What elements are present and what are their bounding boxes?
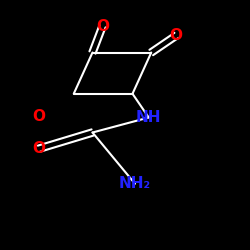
Text: O: O: [32, 109, 45, 124]
Text: NH: NH: [136, 110, 162, 125]
Text: O: O: [96, 19, 109, 34]
Text: O: O: [170, 28, 183, 43]
Text: NH₂: NH₂: [119, 176, 151, 191]
Text: O: O: [32, 141, 45, 156]
